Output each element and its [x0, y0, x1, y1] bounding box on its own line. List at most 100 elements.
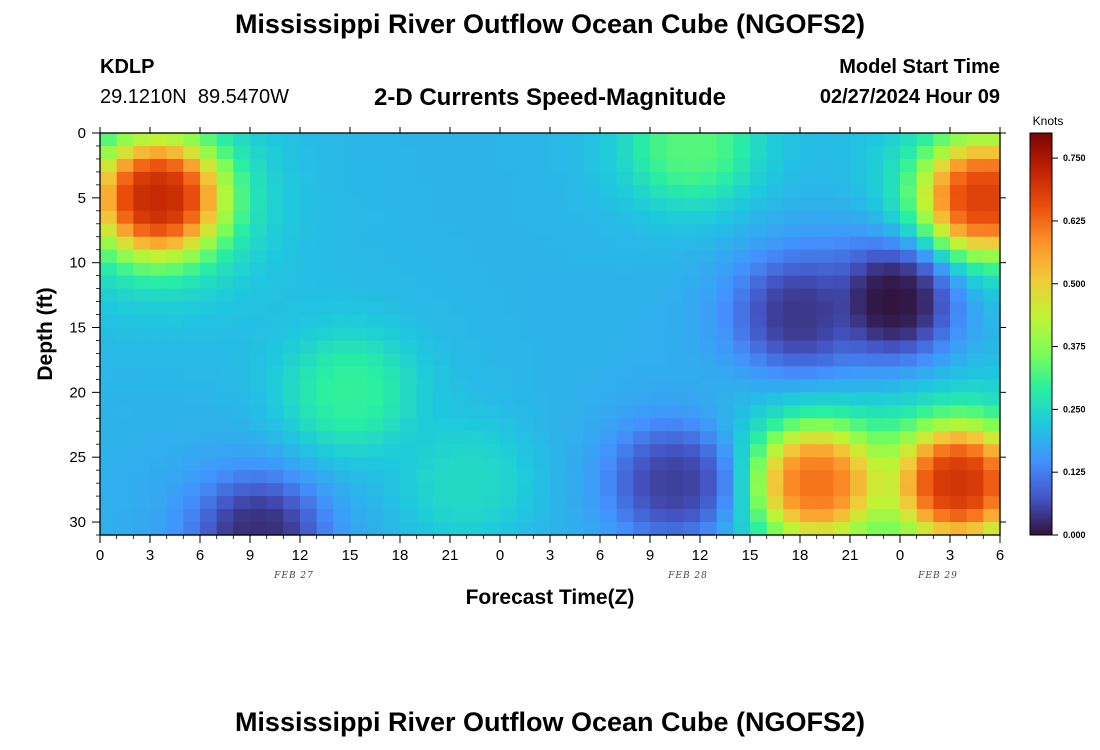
heatmap-cell [916, 210, 934, 225]
heatmap-cell [600, 470, 618, 484]
heatmap-cell [850, 366, 868, 380]
heatmap-cell [600, 392, 618, 406]
heatmap-cell [800, 444, 818, 458]
heatmap-cell [216, 496, 234, 510]
heatmap-cell [650, 509, 668, 523]
heatmap-cell [583, 262, 601, 277]
heatmap-cell [466, 275, 484, 290]
heatmap-cell [150, 262, 168, 277]
heatmap-cell [383, 223, 401, 238]
heatmap-cell [800, 340, 818, 355]
heatmap-cell [333, 392, 351, 406]
heatmap-cell [916, 457, 934, 471]
heatmap-cell [133, 353, 151, 368]
heatmap-cell [500, 301, 518, 316]
heatmap-cell [500, 236, 518, 251]
heatmap-cell [166, 288, 184, 303]
heatmap-cell [433, 171, 451, 186]
heatmap-cell [183, 483, 201, 497]
heatmap-cell [633, 470, 651, 484]
heatmap-cell [433, 340, 451, 355]
heatmap-cell [916, 392, 934, 406]
heatmap-cell [533, 392, 551, 406]
heatmap-cell [900, 184, 918, 199]
heatmap-cell [416, 405, 434, 419]
heatmap-cell [550, 301, 568, 316]
heatmap-cell [783, 522, 801, 536]
heatmap-cell [500, 288, 518, 303]
heatmap-cell [350, 496, 368, 510]
heatmap-cell [283, 392, 301, 406]
heatmap-cell [666, 171, 684, 186]
heatmap-cell [666, 470, 684, 484]
heatmap-cell [833, 496, 851, 510]
heatmap-cell [150, 522, 168, 536]
heatmap-cell [250, 171, 268, 186]
y-tick-label: 15 [69, 320, 86, 337]
heatmap-cell [850, 340, 868, 355]
heatmap-cell [716, 158, 734, 173]
heatmap-cell [350, 444, 368, 458]
heatmap-cell [283, 171, 301, 186]
heatmap-cell [450, 145, 468, 160]
heatmap-cell [116, 444, 134, 458]
heatmap-cell [533, 366, 551, 380]
heatmap-cell [433, 210, 451, 225]
heatmap-cell [383, 340, 401, 355]
heatmap-cell [483, 171, 501, 186]
heatmap-cell [766, 249, 784, 264]
heatmap-cell [383, 405, 401, 419]
heatmap-cell [433, 262, 451, 277]
heatmap-cell [733, 327, 751, 342]
heatmap-cell [583, 210, 601, 225]
heatmap-cell [883, 236, 901, 251]
heatmap-cell [300, 301, 318, 316]
heatmap-cell [850, 379, 868, 393]
heatmap-cell [466, 197, 484, 212]
heatmap-cell [600, 431, 618, 445]
colorbar-tick-label: 0.375 [1063, 342, 1086, 352]
heatmap-cell [683, 314, 701, 329]
heatmap-cell [633, 171, 651, 186]
heatmap-cell [833, 405, 851, 419]
heatmap-cell [283, 457, 301, 471]
heatmap-cell [150, 379, 168, 393]
heatmap-cell [200, 171, 218, 186]
heatmap-cell [516, 133, 534, 147]
heatmap-cell [800, 262, 818, 277]
heatmap-cell [300, 522, 318, 536]
heatmap-cell [216, 431, 234, 445]
heatmap-cell [283, 236, 301, 251]
heatmap-cell [150, 133, 168, 147]
heatmap-cell [616, 496, 634, 510]
heatmap-cell [250, 158, 268, 173]
heatmap-cell [300, 392, 318, 406]
heatmap-cell [533, 249, 551, 264]
heatmap-cell [683, 353, 701, 368]
heatmap-cell [266, 288, 284, 303]
heatmap-cell [500, 327, 518, 342]
heatmap-cell [983, 522, 1001, 536]
heatmap-cell [733, 457, 751, 471]
heatmap-cell [116, 262, 134, 277]
heatmap-cell [316, 418, 334, 432]
heatmap-cell [300, 275, 318, 290]
heatmap-cell [566, 197, 584, 212]
heatmap-cell [650, 327, 668, 342]
heatmap-cell [550, 262, 568, 277]
heatmap-cell [566, 262, 584, 277]
heatmap-cell [783, 327, 801, 342]
heatmap-cell [900, 275, 918, 290]
heatmap-cell [233, 171, 251, 186]
heatmap-cell [350, 314, 368, 329]
heatmap-cell [116, 133, 134, 147]
heatmap-cell [933, 145, 951, 160]
heatmap-cell [500, 366, 518, 380]
heatmap-cell [800, 301, 818, 316]
heatmap-cell [600, 353, 618, 368]
heatmap-cell [416, 509, 434, 523]
heatmap-cell [466, 457, 484, 471]
heatmap-cell [516, 405, 534, 419]
heatmap-cell [750, 262, 768, 277]
heatmap-cell [700, 431, 718, 445]
